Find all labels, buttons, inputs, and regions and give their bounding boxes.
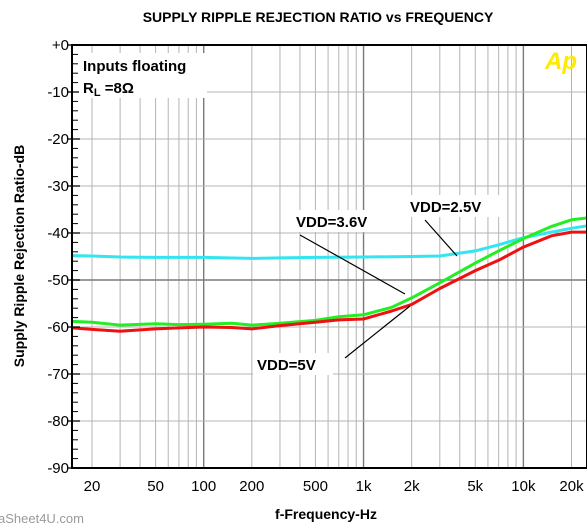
label-bg-5v [253, 353, 333, 375]
y-tick-label: -70 [47, 366, 69, 383]
x-tick-label: 20 [84, 478, 101, 495]
y-tick-label: -90 [47, 460, 69, 477]
chart-title: SUPPLY RIPPLE REJECTION RATIO vs FREQUEN… [143, 9, 494, 25]
x-tick-label: 500 [303, 478, 328, 495]
label-vdd-3-6v: VDD=3.6V [296, 214, 367, 231]
y-tick-label: -10 [47, 84, 69, 101]
y-axis-label: Supply Ripple Rejection Ratio-dB [11, 145, 27, 367]
y-tick-label: -60 [47, 319, 69, 336]
x-tick-label: 20k [559, 478, 584, 495]
watermark: aSheet4U.com [0, 511, 84, 524]
y-tick-label: -30 [47, 178, 69, 195]
x-tick-label: 2k [404, 478, 420, 495]
y-tick-label: +0 [52, 37, 69, 54]
x-tick-label: 200 [239, 478, 264, 495]
series-line-2 [71, 230, 587, 333]
x-tick-label: 50 [147, 478, 164, 495]
label-bg-3-6v [292, 210, 388, 232]
label-vdd-2-5v: VDD=2.5V [410, 199, 481, 216]
leader-line-2-5v [424, 219, 458, 257]
series-layer [71, 216, 587, 333]
y-tick-label: -20 [47, 131, 69, 148]
plot-frame [71, 44, 587, 469]
x-tick-labels: 20 50 100 200 500 1k 2k 5k 10k 20k [84, 478, 584, 495]
x-tick-label: 1k [356, 478, 372, 495]
label-vdd-5v: VDD=5V [257, 357, 316, 374]
x-axis-label: f-Frequency-Hz [275, 506, 377, 522]
conditions-inputs: Inputs floating [83, 58, 186, 75]
label-bg-2-5v [406, 195, 502, 217]
series-line-1 [71, 216, 587, 327]
leader-line-5v [344, 305, 411, 359]
y-tick-labels: +0 -10 -20 -30 -40 -50 -60 -70 -80 -90 [47, 37, 80, 477]
x-tick-label: 100 [191, 478, 216, 495]
y-tick-label: -40 [47, 225, 69, 242]
conditions-load: RL =8Ω [83, 80, 134, 99]
ap-logo: Ap [544, 48, 577, 75]
conditions-box [79, 53, 207, 98]
y-tick-label: -50 [47, 272, 69, 289]
y-tick-label: -80 [47, 413, 69, 430]
x-tick-label: 10k [511, 478, 536, 495]
leader-line-3-6v [299, 234, 406, 295]
x-tick-label: 5k [467, 478, 483, 495]
